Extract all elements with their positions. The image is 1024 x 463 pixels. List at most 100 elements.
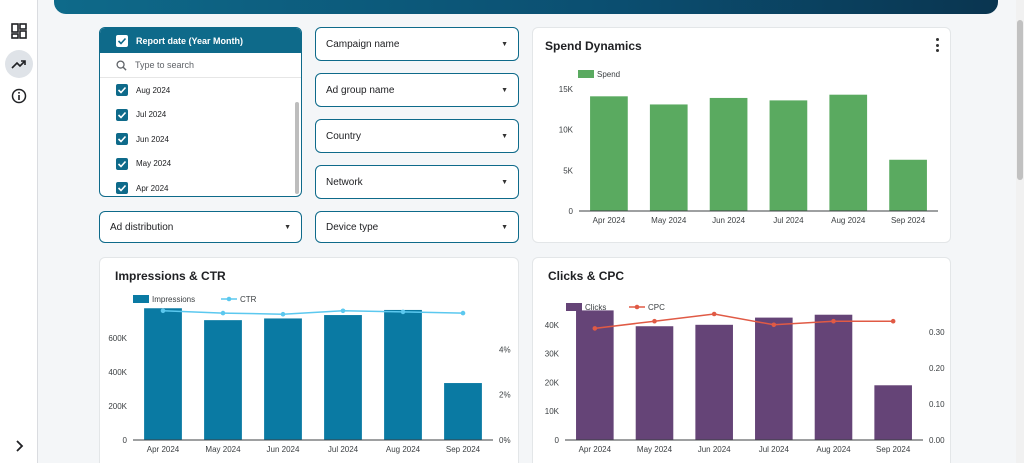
report-date-option[interactable]: Aug 2024 (100, 78, 301, 103)
y-tick-label: 600K (108, 334, 127, 343)
clicks-cpc-chart: 0 10K 20K 30K 40K 0.00 0.10 0.20 0.30 Apr 2024 May… (545, 303, 945, 454)
ad-distribution-label: Ad distribution (110, 221, 174, 233)
caret-down-icon: ▼ (501, 132, 508, 140)
header-banner (54, 0, 998, 14)
y2-tick-label: 0.00 (929, 436, 945, 445)
caret-down-icon: ▼ (284, 223, 291, 231)
y-tick-label: 200K (108, 402, 127, 411)
nav-info-button[interactable] (5, 82, 33, 110)
caret-down-icon: ▼ (501, 86, 508, 94)
page-scrollbar[interactable] (1016, 0, 1024, 463)
option-checkbox[interactable] (116, 157, 128, 170)
check-icon (117, 111, 127, 119)
report-date-option[interactable]: Apr 2024 (100, 176, 301, 196)
trending-up-icon (11, 60, 26, 69)
caret-down-icon: ▼ (501, 223, 508, 231)
legend-swatch-dot (634, 304, 640, 310)
y-tick-label: 10K (559, 126, 574, 135)
point-ctr (160, 308, 166, 314)
bar-clicks (755, 317, 793, 440)
bar-impressions (324, 315, 362, 440)
report-date-option[interactable]: Jun 2024 (100, 127, 301, 152)
bar-spend (590, 96, 628, 211)
bar-clicks (635, 326, 674, 440)
report-date-dropdown[interactable]: Report date (Year Month) Type to search … (99, 27, 302, 197)
point-ctr (280, 311, 286, 317)
point-ctr (220, 310, 226, 316)
legend-swatch (133, 295, 149, 303)
impressions-ctr-card: Impressions & CTR 0 200K 400K 600K 0% 2% 4% Apr… (99, 257, 519, 463)
clicks-cpc-card: Clicks & CPC 0 10K 20K 30K 40K 0.00 0.10 0.20 0.… (532, 257, 951, 463)
campaign-name-label: Campaign name (326, 38, 400, 50)
country-label: Country (326, 130, 362, 142)
caret-down-icon: ▼ (501, 40, 508, 48)
option-checkbox[interactable] (116, 108, 128, 121)
bar-impressions (444, 383, 482, 440)
dropdown-scrollbar[interactable] (295, 102, 299, 194)
y-tick-label: 0 (569, 207, 574, 216)
x-tick-label: Aug 2024 (831, 216, 866, 225)
more-options-icon[interactable] (934, 38, 940, 52)
y-tick-label: 0 (555, 436, 560, 445)
x-tick-label: Jul 2024 (328, 445, 359, 454)
impressions-ctr-chart: 0 200K 400K 600K 0% 2% 4% Apr 2024 May 2024 Jun 2… (108, 295, 511, 454)
x-tick-label: Jun 2024 (698, 445, 731, 454)
bar-impressions (144, 308, 182, 440)
y-tick-label: 30K (545, 350, 560, 359)
y2-tick-label: 2% (499, 391, 511, 400)
point-cpc (831, 318, 836, 324)
country-filter[interactable]: Country ▼ (315, 119, 519, 153)
device-type-filter[interactable]: Device type ▼ (315, 211, 519, 243)
legend-swatch-dot (226, 296, 232, 302)
nav-dashboard-button[interactable] (5, 17, 33, 45)
line-cpc (594, 313, 894, 330)
ad-group-name-label: Ad group name (326, 84, 395, 96)
check-icon (117, 185, 127, 192)
y-tick-label: 20K (545, 378, 560, 387)
option-label: May 2024 (136, 159, 172, 169)
point-cpc (652, 318, 657, 324)
search-icon (116, 59, 127, 71)
point-cpc (771, 322, 777, 328)
point-cpc (890, 318, 896, 324)
option-checkbox[interactable] (116, 182, 128, 195)
report-date-option[interactable]: May 2024 (100, 152, 301, 177)
x-tick-label: Apr 2024 (593, 216, 626, 225)
report-date-header[interactable]: Report date (Year Month) (100, 28, 301, 53)
impressions-ctr-title: Impressions & CTR (115, 269, 226, 283)
report-date-search[interactable]: Type to search (100, 53, 301, 78)
option-checkbox[interactable] (116, 133, 128, 146)
clicks-cpc-title: Clicks & CPC (548, 269, 625, 283)
report-date-option[interactable]: Jul 2024 (100, 103, 301, 128)
nav-expand-button[interactable] (5, 432, 33, 460)
y-tick-label: 5K (563, 166, 573, 175)
chevron-right-icon (16, 440, 24, 452)
option-checkbox[interactable] (116, 84, 128, 97)
check-icon (117, 87, 127, 94)
info-icon (11, 88, 27, 104)
x-tick-label: Aug 2024 (386, 445, 421, 454)
legend-label: CPC (648, 303, 665, 312)
check-icon (117, 37, 127, 45)
option-label: Apr 2024 (136, 183, 169, 193)
bar-spend (889, 159, 927, 211)
bar-impressions (264, 318, 302, 440)
bar-clicks (576, 310, 614, 440)
network-filter[interactable]: Network ▼ (315, 165, 519, 199)
campaign-name-filter[interactable]: Campaign name ▼ (315, 27, 519, 61)
x-tick-label: Sep 2024 (876, 445, 911, 454)
y2-tick-label: 0% (499, 436, 511, 445)
ad-distribution-filter[interactable]: Ad distribution ▼ (99, 211, 302, 243)
nav-trending-button[interactable] (5, 50, 33, 78)
page-scrollbar-thumb[interactable] (1017, 20, 1023, 180)
ad-group-name-filter[interactable]: Ad group name ▼ (315, 73, 519, 107)
bar-clicks (874, 385, 912, 440)
report-date-label: Report date (Year Month) (136, 35, 244, 46)
bar-impressions (384, 309, 422, 440)
bar-spend (649, 104, 688, 211)
select-all-checkbox[interactable] (116, 34, 128, 47)
check-icon (117, 136, 127, 143)
x-tick-label: Jul 2024 (759, 445, 790, 454)
check-icon (117, 160, 127, 168)
x-tick-label: Apr 2024 (579, 445, 612, 454)
